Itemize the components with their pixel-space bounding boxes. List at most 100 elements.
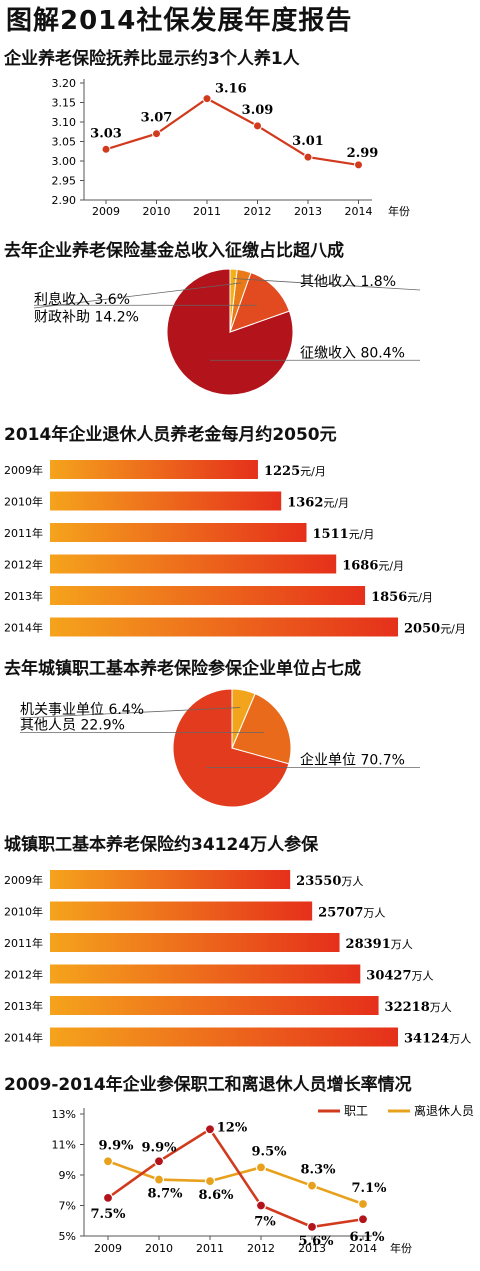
y-tick-label: 5% <box>59 1230 76 1243</box>
ratio-point <box>354 160 363 170</box>
retiree-data-label: 8.6% <box>199 1188 235 1203</box>
staff-data-label: 7.5% <box>91 1207 127 1222</box>
insured-value-label: 28391万人 <box>346 937 413 952</box>
leader-line <box>33 282 242 309</box>
x-tick-label: 2010 <box>145 1242 173 1255</box>
pension-value-label: 1225元/月 <box>264 464 326 479</box>
retiree-point <box>306 1180 318 1191</box>
x-tick-label: 2011 <box>193 205 221 218</box>
staff-data-label: 9.9% <box>142 1140 178 1155</box>
pension-bar <box>50 460 258 479</box>
ratio-data-label: 2.99 <box>347 146 379 161</box>
pension-value-label: 2050元/月 <box>404 622 466 637</box>
legend-label: 离退休人员 <box>414 1103 474 1118</box>
y-tick-label: 9% <box>59 1169 76 1182</box>
pension-bar <box>50 617 398 637</box>
pension-unit: 元/月 <box>378 560 404 573</box>
insured-unit: 万人 <box>430 1001 452 1014</box>
x-tick-label: 2009 <box>92 205 120 218</box>
insured-bar <box>50 1027 398 1047</box>
staff-point <box>102 1192 114 1203</box>
fund-income-slice <box>229 268 238 333</box>
y-tick-label: 2.90 <box>52 194 77 207</box>
ratio-point <box>202 94 212 104</box>
insured-value-label: 30427万人 <box>366 969 433 984</box>
fund-income-label: 征缴收入 80.4% <box>300 345 405 361</box>
pension-category-label: 2010年 <box>4 495 43 509</box>
insured-value-label: 25707万人 <box>318 906 385 921</box>
pension-value-label: 1362元/月 <box>287 496 349 511</box>
pension-unit: 元/月 <box>323 497 349 510</box>
retiree-series-line <box>107 1160 364 1206</box>
x-tick-label: 2011 <box>196 1242 224 1255</box>
retiree-point <box>153 1174 165 1185</box>
section-title-growth-rate: 2009-2014年企业参保职工和离退休人员增长率情况 <box>4 1075 412 1095</box>
x-tick-label: 2012 <box>244 205 272 218</box>
retiree-point <box>102 1156 114 1167</box>
section-title-fund-income: 去年企业养老保险基金总收入征缴占比超八成 <box>4 241 344 261</box>
growth-rate-line-chart: 13% 11% 9% 7% 5% 2009 2010 2011 2012 2013 2014 年份 职工… <box>52 1103 474 1255</box>
insured-category-label: 2011年 <box>4 936 43 950</box>
staff-point <box>153 1156 165 1167</box>
ratio-data-label: 3.01 <box>292 134 324 149</box>
x-axis-label: 年份 <box>390 1241 412 1255</box>
x-tick-label: 2010 <box>143 205 171 218</box>
main-title: 图解2014社保发展年度报告 <box>6 6 353 36</box>
insured-unit: 万人 <box>341 875 363 888</box>
ratio-point <box>303 152 313 162</box>
pension-value-label: 1511元/月 <box>313 527 375 542</box>
pension-category-label: 2014年 <box>4 621 43 635</box>
ratio-point <box>253 121 262 131</box>
pension-bar-chart: 2009年 1225元/月 2010年 1362元/月 2011年 1511元/月 2012… <box>4 460 466 637</box>
insured-value-label: 23550万人 <box>296 874 363 889</box>
section-title-insured-people: 城镇职工基本养老保险约34124万人参保 <box>4 835 319 855</box>
leader-line <box>19 707 241 719</box>
pension-category-label: 2009年 <box>4 463 43 477</box>
pension-value-label: 1856元/月 <box>371 590 433 605</box>
retiree-point <box>204 1175 216 1187</box>
dependency-ratio-line-chart: 3.20 3.15 3.10 3.05 3.00 2.95 2.90 2009 2010 2011… <box>52 77 411 218</box>
insured-bar <box>50 996 379 1015</box>
retiree-data-label: 8.3% <box>301 1163 337 1178</box>
staff-series-line <box>107 1127 364 1229</box>
insured-category-label: 2009年 <box>4 873 43 887</box>
insured-units-pie-chart: 企业单位 70.7% 其他人员 22.9%机关事业单位 6.4% <box>19 688 420 808</box>
y-tick-label: 3.00 <box>52 155 77 168</box>
x-tick-label: 2014 <box>345 205 373 218</box>
section-title-pension: 2014年企业退休人员养老金每月约2050元 <box>4 425 337 445</box>
ratio-point <box>152 129 161 139</box>
x-tick-label: 2013 <box>298 1242 326 1255</box>
pension-bar <box>50 554 337 574</box>
fund-income-label: 财政补助 14.2% <box>34 309 139 325</box>
x-tick-label: 2013 <box>294 205 322 218</box>
insured-category-label: 2014年 <box>4 1031 43 1045</box>
y-tick-label: 13% <box>52 1108 76 1121</box>
y-tick-label: 7% <box>59 1200 76 1213</box>
staff-data-label: 5.6% <box>299 1234 335 1249</box>
pension-unit: 元/月 <box>349 528 375 541</box>
insured-value-label: 34124万人 <box>404 1032 471 1047</box>
pension-unit: 元/月 <box>300 465 326 478</box>
pension-bar <box>50 523 307 542</box>
insured-category-label: 2013年 <box>4 999 43 1013</box>
insured-units-slice <box>231 688 256 749</box>
insured-value-label: 32218万人 <box>385 1000 452 1015</box>
y-tick-label: 11% <box>52 1139 76 1152</box>
insured-units-slice <box>231 693 292 765</box>
insured-bar <box>50 964 361 984</box>
insured-units-label: 企业单位 70.7% <box>300 752 405 769</box>
staff-point <box>204 1124 216 1135</box>
retiree-data-label: 9.5% <box>252 1144 288 1159</box>
section-title-dependency-ratio: 企业养老保险抚养比显示约3个人养1人 <box>4 49 300 69</box>
ratio-data-label: 3.07 <box>141 111 173 126</box>
fund-income-slice <box>229 271 291 333</box>
fund-income-label: 利息收入 3.6% <box>34 291 130 308</box>
retiree-data-label: 7.1% <box>352 1181 388 1196</box>
insured-bar <box>50 933 340 952</box>
staff-data-label: 6.1% <box>350 1230 386 1245</box>
fund-income-label: 其他收入 1.8% <box>300 274 396 290</box>
retiree-point <box>255 1162 267 1173</box>
section-title-insured-units: 去年城镇职工基本养老保险参保企业单位占七成 <box>4 659 361 679</box>
pension-unit: 元/月 <box>407 591 433 604</box>
y-tick-label: 3.10 <box>52 116 77 129</box>
